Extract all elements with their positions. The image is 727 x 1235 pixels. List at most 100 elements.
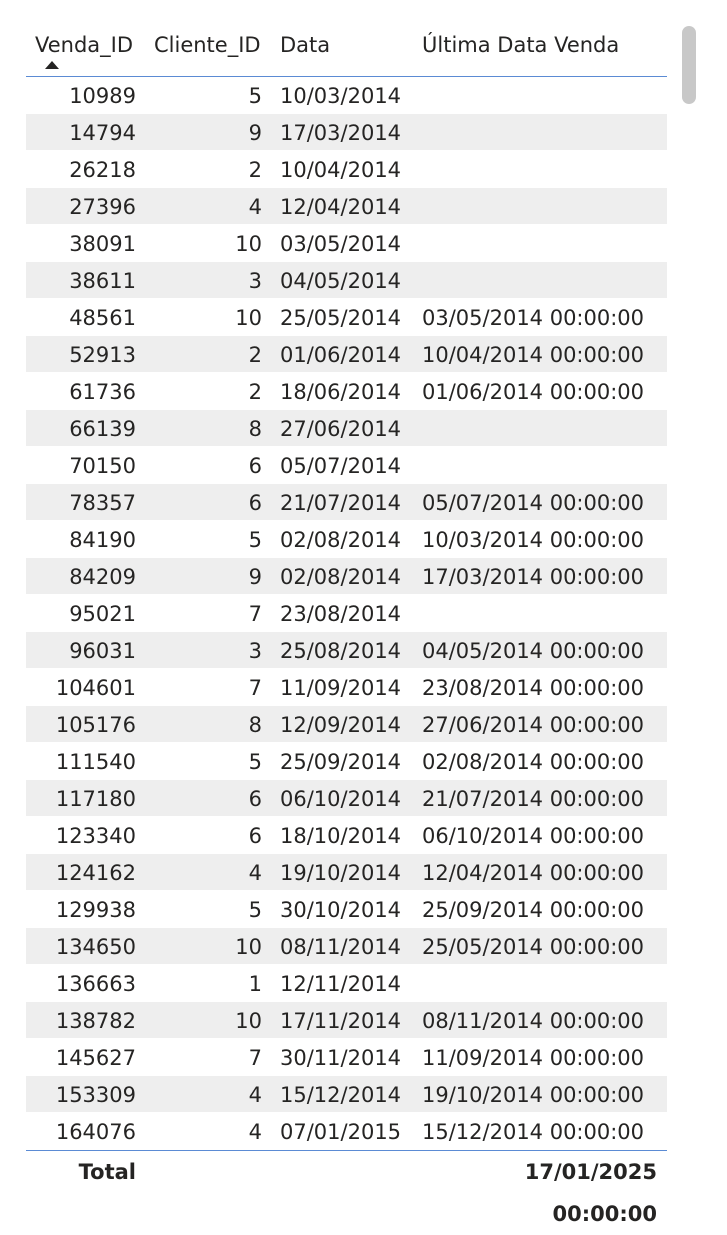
cell-data: 27/06/2014: [280, 417, 402, 441]
cell-venda-id: 27396: [69, 195, 136, 219]
cell-ultima-data-venda: [422, 225, 662, 261]
cell-venda-id: 66139: [69, 417, 136, 441]
cell-ultima-data-venda: 08/11/2014 00:00:00: [422, 1009, 645, 1033]
table-row[interactable]: 164076 4 07/01/2015 15/12/2014 00:00:00: [26, 1113, 667, 1149]
column-header-cliente-id[interactable]: Cliente_ID: [154, 33, 261, 57]
cell-data: 06/10/2014: [280, 787, 402, 811]
table-row[interactable]: 138782 10 17/11/2014 08/11/2014 00:00:00: [26, 1002, 667, 1039]
total-label: Total: [78, 1160, 136, 1184]
table-row[interactable]: 104601 7 11/09/2014 23/08/2014 00:00:00: [26, 669, 667, 706]
cell-data: 01/06/2014: [280, 343, 402, 367]
cell-data: 25/05/2014: [280, 306, 402, 330]
cell-cliente-id: 1: [248, 972, 262, 996]
total-value: 17/01/2025 00:00:00: [524, 1160, 657, 1226]
cell-data: 10/03/2014: [280, 84, 402, 108]
table-row[interactable]: 145627 7 30/11/2014 11/09/2014 00:00:00: [26, 1039, 667, 1076]
table-row[interactable]: 48561 10 25/05/2014 03/05/2014 00:00:00: [26, 299, 667, 336]
table-row[interactable]: 70150 6 05/07/2014: [26, 447, 667, 484]
cell-cliente-id: 5: [248, 750, 262, 774]
cell-ultima-data-venda: [422, 188, 662, 224]
column-header-venda-id[interactable]: Venda_ID: [35, 24, 133, 76]
cell-venda-id: 38091: [69, 232, 136, 256]
cell-cliente-id: 8: [248, 417, 262, 441]
table-row[interactable]: 134650 10 08/11/2014 25/05/2014 00:00:00: [26, 928, 667, 965]
cell-data: 12/04/2014: [280, 195, 402, 219]
cell-ultima-data-venda: 11/09/2014 00:00:00: [422, 1046, 645, 1070]
table-row[interactable]: 153309 4 15/12/2014 19/10/2014 00:00:00: [26, 1076, 667, 1113]
cell-venda-id: 117180: [55, 787, 136, 811]
cell-data: 25/09/2014: [280, 750, 402, 774]
vertical-scrollbar[interactable]: [682, 26, 696, 104]
cell-venda-id: 111540: [55, 750, 136, 774]
cell-ultima-data-venda: 01/06/2014 00:00:00: [422, 380, 645, 404]
table-row[interactable]: 117180 6 06/10/2014 21/07/2014 00:00:00: [26, 780, 667, 817]
table-row[interactable]: 136663 1 12/11/2014: [26, 965, 667, 1002]
cell-cliente-id: 6: [248, 491, 262, 515]
cell-cliente-id: 10: [235, 935, 262, 959]
cell-ultima-data-venda: 04/05/2014 00:00:00: [422, 639, 645, 663]
table-row[interactable]: 84209 9 02/08/2014 17/03/2014 00:00:00: [26, 558, 667, 595]
cell-cliente-id: 9: [248, 565, 262, 589]
cell-venda-id: 96031: [69, 639, 136, 663]
column-header-data[interactable]: Data: [280, 33, 331, 57]
table-row[interactable]: 123340 6 18/10/2014 06/10/2014 00:00:00: [26, 817, 667, 854]
cell-ultima-data-venda: 10/03/2014 00:00:00: [422, 528, 645, 552]
table-row[interactable]: 96031 3 25/08/2014 04/05/2014 00:00:00: [26, 632, 667, 669]
cell-cliente-id: 6: [248, 454, 262, 478]
table-row[interactable]: 27396 4 12/04/2014: [26, 188, 667, 225]
cell-data: 18/06/2014: [280, 380, 402, 404]
table-row[interactable]: 78357 6 21/07/2014 05/07/2014 00:00:00: [26, 484, 667, 521]
cell-ultima-data-venda: [422, 447, 662, 483]
table-row[interactable]: 84190 5 02/08/2014 10/03/2014 00:00:00: [26, 521, 667, 558]
table-row[interactable]: 52913 2 01/06/2014 10/04/2014 00:00:00: [26, 336, 667, 373]
cell-ultima-data-venda: [422, 410, 662, 446]
cell-venda-id: 84190: [69, 528, 136, 552]
table-header: Venda_ID Cliente_ID Data Última Data Ven…: [26, 24, 667, 77]
cell-ultima-data-venda: 15/12/2014 00:00:00: [422, 1120, 645, 1144]
cell-venda-id: 38611: [69, 269, 136, 293]
cell-cliente-id: 4: [248, 861, 262, 885]
cell-venda-id: 145627: [55, 1046, 136, 1070]
cell-data: 08/11/2014: [280, 935, 402, 959]
cell-venda-id: 14794: [69, 121, 136, 145]
cell-venda-id: 134650: [55, 935, 136, 959]
sort-ascending-icon[interactable]: [45, 61, 59, 69]
cell-venda-id: 70150: [69, 454, 136, 478]
cell-venda-id: 104601: [55, 676, 136, 700]
cell-data: 12/11/2014: [280, 972, 402, 996]
cell-venda-id: 153309: [55, 1083, 136, 1107]
table-row[interactable]: 124162 4 19/10/2014 12/04/2014 00:00:00: [26, 854, 667, 891]
table-row[interactable]: 26218 2 10/04/2014: [26, 151, 667, 188]
cell-cliente-id: 10: [235, 232, 262, 256]
cell-ultima-data-venda: 03/05/2014 00:00:00: [422, 306, 645, 330]
table-row[interactable]: 105176 8 12/09/2014 27/06/2014 00:00:00: [26, 706, 667, 743]
cell-venda-id: 164076: [55, 1120, 136, 1144]
cell-data: 07/01/2015: [280, 1120, 402, 1144]
cell-cliente-id: 3: [248, 639, 262, 663]
cell-cliente-id: 4: [248, 195, 262, 219]
table-row[interactable]: 129938 5 30/10/2014 25/09/2014 00:00:00: [26, 891, 667, 928]
cell-cliente-id: 2: [248, 343, 262, 367]
table-row[interactable]: 66139 8 27/06/2014: [26, 410, 667, 447]
cell-data: 17/11/2014: [280, 1009, 402, 1033]
table-row[interactable]: 38611 3 04/05/2014: [26, 262, 667, 299]
table-body[interactable]: 10989 5 10/03/2014 14794 9 17/03/2014 26218 2 10…: [26, 77, 667, 1149]
column-header-ultima-data-venda[interactable]: Última Data Venda: [422, 33, 620, 57]
cell-data: 02/08/2014: [280, 565, 402, 589]
cell-data: 12/09/2014: [280, 713, 402, 737]
table-row[interactable]: 111540 5 25/09/2014 02/08/2014 00:00:00: [26, 743, 667, 780]
table-row[interactable]: 10989 5 10/03/2014: [26, 77, 667, 114]
table-row[interactable]: 61736 2 18/06/2014 01/06/2014 00:00:00: [26, 373, 667, 410]
cell-venda-id: 124162: [55, 861, 136, 885]
table-row[interactable]: 95021 7 23/08/2014: [26, 595, 667, 632]
cell-data: 11/09/2014: [280, 676, 402, 700]
cell-ultima-data-venda: [422, 151, 662, 187]
cell-venda-id: 10989: [69, 84, 136, 108]
table-row[interactable]: 14794 9 17/03/2014: [26, 114, 667, 151]
table-row[interactable]: 38091 10 03/05/2014: [26, 225, 667, 262]
cell-data: 21/07/2014: [280, 491, 402, 515]
cell-venda-id: 123340: [55, 824, 136, 848]
cell-cliente-id: 3: [248, 269, 262, 293]
cell-cliente-id: 8: [248, 713, 262, 737]
cell-data: 19/10/2014: [280, 861, 402, 885]
